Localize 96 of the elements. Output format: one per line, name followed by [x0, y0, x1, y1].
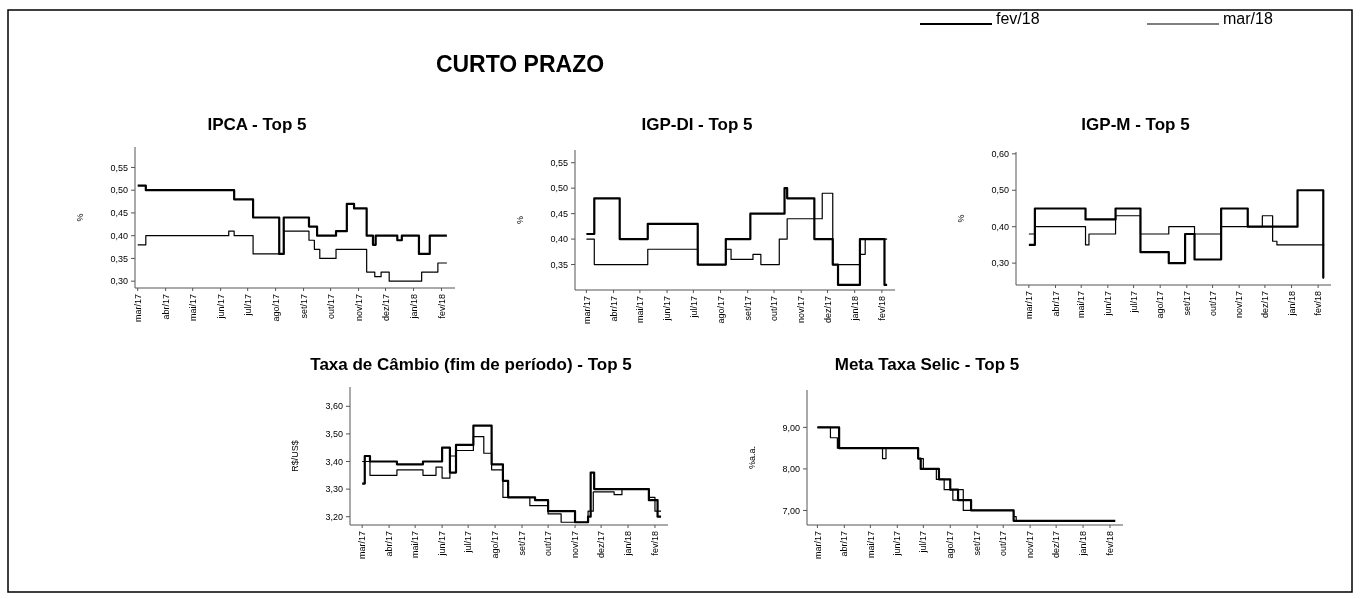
chart-title: Meta Taxa Selic - Top 5: [834, 355, 1020, 374]
y-tick-label: 0,50: [110, 185, 128, 196]
x-tick-label: fev/18: [1105, 531, 1116, 556]
x-tick-label: mar/17: [132, 294, 143, 323]
x-tick-label: abr/17: [1050, 291, 1061, 317]
chart-title: Taxa de Câmbio (fim de período) - Top 5: [310, 355, 632, 374]
y-tick-label: 0,30: [991, 258, 1009, 269]
x-tick-label: dez/17: [596, 531, 607, 559]
x-tick-label: dez/17: [380, 294, 391, 322]
x-tick-label: mar/17: [1024, 291, 1035, 320]
y-tick-label: 0,50: [550, 183, 568, 194]
chart-title: IPCA - Top 5: [207, 115, 307, 134]
x-tick-label: mar/17: [357, 531, 368, 560]
x-tick-label: jan/18: [1078, 531, 1089, 557]
x-tick-label: ago/17: [490, 531, 501, 559]
x-tick-label: nov/17: [570, 531, 581, 559]
x-tick-label: abr/17: [384, 531, 395, 557]
x-tick-label: mai/17: [865, 531, 876, 559]
x-tick-label: jan/18: [1286, 291, 1297, 317]
x-tick-label: nov/17: [353, 294, 364, 322]
x-tick-label: jan/18: [623, 531, 634, 557]
x-tick-label: out/17: [543, 531, 554, 557]
y-tick-label: 0,35: [110, 253, 128, 264]
x-tick-label: out/17: [1207, 291, 1218, 317]
y-tick-label: 0,60: [991, 148, 1009, 159]
x-tick-label: dez/17: [822, 296, 833, 324]
y-tick-label: 0,40: [991, 221, 1009, 232]
x-tick-label: jul/17: [463, 531, 474, 554]
y-tick-label: 0,45: [550, 208, 568, 219]
x-tick-label: jul/17: [1128, 291, 1139, 314]
x-tick-label: nov/17: [796, 296, 807, 324]
y-axis-title: %: [75, 213, 85, 222]
x-tick-label: ago/17: [945, 531, 956, 559]
x-tick-label: ago/17: [1155, 291, 1166, 319]
y-tick-label: 0,55: [550, 157, 568, 168]
legend-label: mar/18: [1223, 10, 1273, 27]
y-tick-label: 3,40: [325, 456, 343, 467]
x-tick-label: abr/17: [160, 294, 171, 320]
x-tick-label: ago/17: [715, 296, 726, 324]
x-tick-label: set/17: [1181, 291, 1192, 316]
legend-label: fev/18: [996, 10, 1040, 27]
x-tick-label: abr/17: [839, 531, 850, 557]
x-tick-label: jun/17: [1102, 291, 1113, 317]
x-tick-label: dez/17: [1051, 531, 1062, 559]
x-tick-label: jul/17: [688, 296, 699, 319]
x-tick-label: jun/17: [215, 294, 226, 320]
y-tick-label: 0,55: [110, 162, 128, 173]
y-tick-label: 0,30: [110, 276, 128, 287]
x-tick-label: mai/17: [1076, 291, 1087, 319]
chart-title: IGP-DI - Top 5: [641, 115, 753, 134]
y-tick-label: 3,60: [325, 401, 343, 412]
y-tick-label: 0,50: [991, 185, 1009, 196]
x-tick-label: ago/17: [270, 294, 281, 322]
x-tick-label: fev/18: [877, 296, 887, 321]
x-tick-label: set/17: [298, 294, 309, 319]
y-tick-label: 0,45: [110, 208, 128, 219]
x-tick-label: fev/18: [650, 531, 661, 556]
x-tick-label: mai/17: [410, 531, 421, 559]
x-tick-label: nov/17: [1025, 531, 1036, 559]
chart-title: IGP-M - Top 5: [1081, 115, 1190, 134]
y-tick-label: 0,35: [550, 259, 568, 270]
x-tick-label: jul/17: [918, 531, 929, 554]
x-tick-label: abr/17: [608, 296, 619, 322]
x-tick-label: out/17: [325, 294, 336, 320]
y-tick-label: 3,50: [325, 429, 343, 440]
y-axis-title: %: [956, 214, 966, 223]
x-tick-label: jun/17: [892, 531, 903, 557]
x-tick-label: set/17: [972, 531, 983, 556]
x-tick-label: mai/17: [187, 294, 198, 322]
x-tick-label: mai/17: [635, 296, 646, 324]
x-tick-label: fev/18: [436, 294, 447, 319]
y-tick-label: 0,40: [110, 230, 128, 241]
x-tick-label: jan/18: [849, 296, 860, 322]
x-tick-label: out/17: [769, 296, 780, 322]
x-tick-label: mar/17: [812, 531, 823, 560]
x-tick-label: nov/17: [1234, 291, 1245, 319]
x-tick-label: mar/17: [581, 296, 592, 325]
y-axis-title: R$/US$: [290, 440, 300, 472]
text: CURTO PRAZO: [435, 51, 605, 77]
x-tick-label: dez/17: [1260, 291, 1271, 319]
x-tick-label: jun/17: [437, 531, 448, 557]
y-axis-title: %a.a.: [747, 445, 757, 470]
y-tick-label: 0,40: [550, 234, 568, 245]
x-tick-label: out/17: [998, 531, 1009, 557]
y-tick-label: 3,20: [325, 511, 343, 522]
y-tick-label: 8,00: [782, 464, 800, 475]
x-tick-label: jun/17: [662, 296, 673, 322]
x-tick-label: fev/18: [1313, 291, 1324, 316]
x-tick-label: jul/17: [242, 294, 253, 317]
x-tick-label: set/17: [742, 296, 753, 321]
y-tick-label: 3,30: [325, 484, 343, 495]
y-tick-label: 9,00: [782, 422, 800, 433]
y-tick-label: 7,00: [782, 505, 800, 516]
x-tick-label: jan/18: [408, 294, 419, 320]
y-axis-title: %: [515, 215, 525, 225]
x-tick-label: set/17: [517, 531, 528, 556]
